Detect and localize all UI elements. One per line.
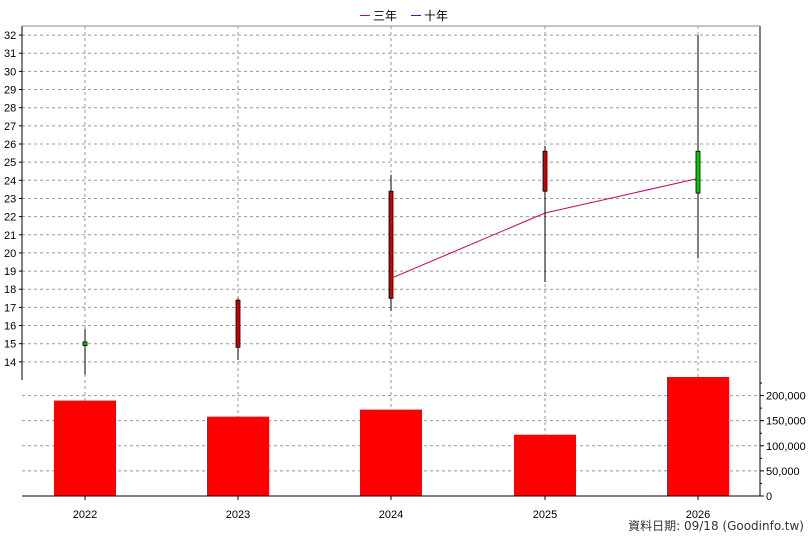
volume-axis-ticks: 0 50,000 100,000 150,000 200,000 <box>760 382 806 503</box>
price-tick-label: 17 <box>4 302 16 314</box>
legend-label-three-year: 三年 <box>372 8 397 23</box>
candle-body <box>235 299 241 348</box>
volume-bar <box>514 434 576 496</box>
price-tick-label: 23 <box>4 193 16 205</box>
legend-swatch-ten-year <box>411 14 421 16</box>
x-tick-label: 2026 <box>686 509 710 521</box>
legend-swatch-three-year <box>359 14 370 16</box>
legend-item-ten-year: 十年 <box>411 7 448 24</box>
price-tick-label: 29 <box>4 85 16 97</box>
candle-body <box>82 341 88 346</box>
volume-tick-label: 100,000 <box>766 441 806 453</box>
candles <box>82 35 701 375</box>
price-tick-label: 27 <box>4 121 16 133</box>
legend-label-ten-year: 十年 <box>424 8 449 23</box>
candle-body <box>695 150 701 194</box>
price-tick-label: 20 <box>4 248 16 260</box>
price-axis-ticks: 14 15 16 17 18 19 20 21 22 23 24 25 26 27 28 29 30 31 32 <box>4 30 22 369</box>
price-tick-label: 25 <box>4 157 16 169</box>
volume-tick-label: 200,000 <box>766 391 806 403</box>
price-tick-label: 30 <box>4 66 16 78</box>
x-tick-label: 2022 <box>73 509 97 521</box>
legend: 三年 十年 <box>0 6 808 24</box>
x-axis-ticks: 2022 2023 2024 2025 2026 <box>73 496 710 521</box>
price-tick-label: 28 <box>4 103 16 115</box>
volume-tick-label: 50,000 <box>766 466 800 478</box>
price-tick-label: 18 <box>4 284 16 296</box>
x-tick-label: 2023 <box>226 509 250 521</box>
volume-bar <box>54 400 116 496</box>
volume-bar <box>207 416 269 496</box>
price-tick-label: 31 <box>4 48 16 60</box>
volume-bar <box>667 376 729 496</box>
price-tick-label: 16 <box>4 321 16 333</box>
volume-bar <box>360 409 422 496</box>
legend-item-three-year: 三年 <box>359 7 397 24</box>
price-tick-label: 26 <box>4 139 16 151</box>
price-tick-label: 32 <box>4 30 16 42</box>
data-date-footer: 資料日期: 09/18 (Goodinfo.tw) <box>628 519 804 533</box>
price-tick-label: 19 <box>4 266 16 278</box>
candle-body <box>388 190 394 299</box>
volume-tick-label: 150,000 <box>766 416 806 428</box>
price-tick-label: 22 <box>4 212 16 224</box>
price-tick-label: 14 <box>4 357 16 369</box>
volume-bars <box>54 376 729 496</box>
x-tick-label: 2025 <box>533 509 557 521</box>
price-tick-label: 21 <box>4 230 16 242</box>
price-tick-label: 15 <box>4 339 16 351</box>
x-tick-label: 2024 <box>379 509 403 521</box>
volume-tick-label: 0 <box>766 491 772 503</box>
price-tick-label: 24 <box>4 175 16 187</box>
candle-body <box>542 150 548 192</box>
